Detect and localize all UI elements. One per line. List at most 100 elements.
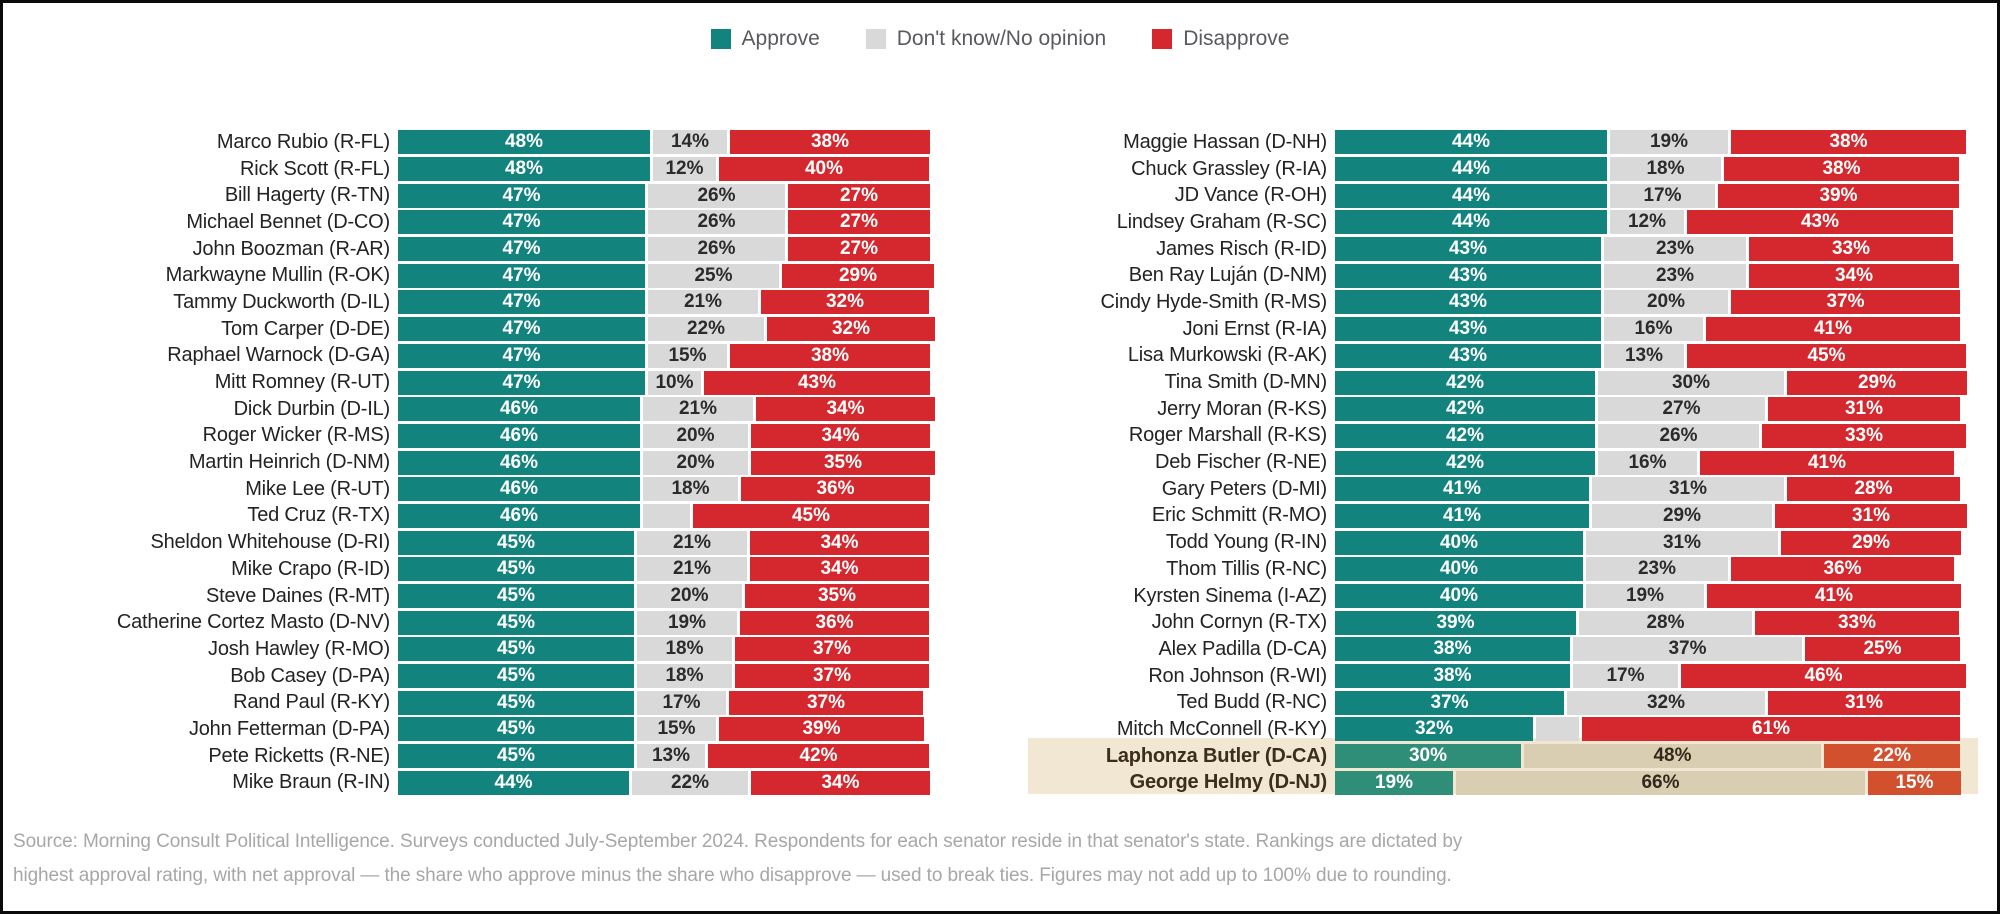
disapprove-bar-segment: 33%: [1749, 237, 1953, 262]
senator-name: Mike Braun (R-IN): [232, 771, 390, 794]
neutral-bar-segment: 17%: [1610, 183, 1715, 208]
senator-name: Ted Budd (R-NC): [1176, 691, 1328, 714]
senator-name: James Risch (R-ID): [1156, 237, 1327, 260]
stacked-bar: 47% 26% 27%: [398, 210, 930, 235]
disapprove-bar-segment: 32%: [767, 317, 935, 342]
neutral-bar-segment: 37%: [1573, 637, 1802, 662]
approve-bar-segment: 47%: [398, 317, 645, 342]
senator-name: John Boozman (R-AR): [192, 237, 391, 260]
neutral-bar-segment: 22%: [648, 317, 764, 342]
neutral-bar-segment: 21%: [648, 290, 758, 315]
disapprove-bar-segment: 40%: [719, 157, 929, 182]
senator-name: Catherine Cortez Masto (D-NV): [116, 611, 390, 634]
stacked-bar: 43% 13% 45%: [1335, 343, 1966, 368]
senator-row: John Cornyn (R-TX) 39% 28% 33%: [941, 609, 1967, 636]
senator-name: Marco Rubio (R-FL): [216, 130, 390, 153]
senator-row: Kyrsten Sinema (I-AZ) 40% 19% 41%: [941, 583, 1967, 610]
disapprove-bar-segment: 46%: [1681, 664, 1966, 689]
senator-name: Roger Marshall (R-KS): [1128, 424, 1327, 447]
senator-name: Joni Ernst (R-IA): [1182, 317, 1328, 340]
stacked-bar: 42% 27% 31%: [1335, 397, 1960, 422]
approve-bar-segment: 30%: [1335, 744, 1521, 769]
senator-name: Pete Ricketts (R-NE): [208, 744, 390, 767]
disapprove-bar-segment: 33%: [1762, 423, 1966, 448]
neutral-bar-segment: 20%: [637, 584, 742, 609]
stacked-bar: 45% 19% 36%: [398, 610, 929, 635]
approve-swatch-icon: [710, 29, 731, 49]
senator-name: Gary Peters (D-MI): [1161, 477, 1327, 500]
senator-row: Jerry Moran (R-KS) 42% 27% 31%: [941, 396, 1967, 423]
stacked-bar: 32% 61%: [1335, 717, 1960, 742]
senator-name: Josh Hawley (R-MO): [208, 637, 390, 660]
senator-row: Lindsey Graham (R-SC) 44% 12% 43%: [941, 209, 1967, 236]
senator-row: Eric Schmitt (R-MO) 41% 29% 31%: [941, 503, 1967, 530]
chart-column-right: Maggie Hassan (D-NH) 44% 19% 38% Chuck Gra…: [941, 129, 1967, 796]
senator-row: Steve Daines (R-MT) 45% 20% 35%: [9, 583, 935, 610]
senator-row: James Risch (R-ID) 43% 23% 33%: [941, 236, 1967, 263]
stacked-bar: 44% 12% 43%: [1335, 210, 1953, 235]
disapprove-bar-segment: 41%: [1706, 317, 1960, 342]
disapprove-bar-segment: 33%: [1755, 610, 1959, 635]
senator-row: Laphonza Butler (D-CA) 30% 48% 22%: [941, 743, 1967, 770]
neutral-bar-segment: 12%: [653, 157, 716, 182]
senator-name: Bob Casey (D-PA): [230, 664, 390, 687]
neutral-bar-segment: [1536, 717, 1579, 742]
senator-row: Markwayne Mullin (R-OK) 47% 25% 29%: [9, 262, 935, 289]
stacked-bar: 48% 12% 40%: [398, 157, 929, 182]
stacked-bar: 40% 23% 36%: [1335, 557, 1954, 582]
neutral-bar-segment: 23%: [1586, 557, 1728, 582]
disapprove-bar-segment: 29%: [1781, 530, 1961, 555]
senator-row: Rick Scott (R-FL) 48% 12% 40%: [9, 156, 935, 183]
neutral-swatch-icon: [865, 29, 886, 49]
senator-name: Steve Daines (R-MT): [205, 584, 390, 607]
approve-bar-segment: 44%: [1335, 210, 1607, 235]
neutral-bar-segment: 16%: [1598, 450, 1697, 475]
approve-bar-segment: 47%: [398, 183, 645, 208]
senator-name: Lindsey Graham (R-SC): [1116, 210, 1328, 233]
senator-name: Ron Johnson (R-WI): [1148, 664, 1327, 687]
neutral-bar-segment: 18%: [637, 664, 732, 689]
senator-name: Jerry Moran (R-KS): [1157, 397, 1327, 420]
approve-bar-segment: 45%: [398, 744, 634, 769]
neutral-bar-segment: 31%: [1592, 477, 1784, 502]
approve-bar-segment: 46%: [398, 423, 640, 448]
senator-name: Ben Ray Luján (D-NM): [1128, 264, 1327, 287]
neutral-bar-segment: 26%: [648, 237, 785, 262]
senator-row: George Helmy (D-NJ) 19% 66% 15%: [941, 770, 1967, 797]
stacked-bar: 45% 21% 34%: [398, 557, 929, 582]
neutral-bar-segment: 32%: [1567, 690, 1765, 715]
approve-bar-segment: 44%: [1335, 130, 1607, 155]
neutral-bar-segment: 23%: [1604, 237, 1746, 262]
disapprove-bar-segment: 37%: [735, 664, 929, 689]
senator-name: Tammy Duckworth (D-IL): [173, 290, 390, 313]
approve-bar-segment: 46%: [398, 450, 640, 475]
senator-row: Ted Budd (R-NC) 37% 32% 31%: [941, 689, 1967, 716]
stacked-bar: 46% 20% 35%: [398, 450, 935, 475]
senator-name: Mitch McConnell (R-KY): [1116, 717, 1327, 740]
approve-bar-segment: 42%: [1335, 450, 1595, 475]
disapprove-bar-segment: 27%: [788, 210, 930, 235]
stacked-bar: 40% 31% 29%: [1335, 530, 1961, 555]
disapprove-bar-segment: 27%: [788, 183, 930, 208]
disapprove-bar-segment: 29%: [1787, 370, 1967, 395]
senator-row: Mike Lee (R-UT) 46% 18% 36%: [9, 476, 935, 503]
chart-column-left: Marco Rubio (R-FL) 48% 14% 38% Rick Scott …: [9, 129, 935, 796]
approve-bar-segment: 44%: [398, 770, 629, 795]
stacked-bar: 45% 20% 35%: [398, 584, 929, 609]
neutral-bar-segment: 17%: [637, 690, 726, 715]
legend: Approve Don't know/No opinion Disapprove: [3, 27, 1997, 51]
senator-row: Mike Crapo (R-ID) 45% 21% 34%: [9, 556, 935, 583]
senator-row: Mitt Romney (R-UT) 47% 10% 43%: [9, 369, 935, 396]
stacked-bar: 42% 26% 33%: [1335, 423, 1966, 448]
senator-name: Ted Cruz (R-TX): [247, 504, 390, 527]
senator-name: Raphael Warnock (D-GA): [167, 344, 390, 367]
approve-bar-segment: 43%: [1335, 343, 1601, 368]
neutral-bar-segment: 17%: [1573, 664, 1678, 689]
disapprove-bar-segment: 32%: [761, 290, 929, 315]
approve-bar-segment: 45%: [398, 584, 634, 609]
approve-bar-segment: 47%: [398, 290, 645, 315]
approve-bar-segment: 40%: [1335, 584, 1583, 609]
senator-name: Bill Hagerty (R-TN): [224, 184, 390, 207]
neutral-bar-segment: 30%: [1598, 370, 1784, 395]
disapprove-bar-segment: 35%: [745, 584, 929, 609]
